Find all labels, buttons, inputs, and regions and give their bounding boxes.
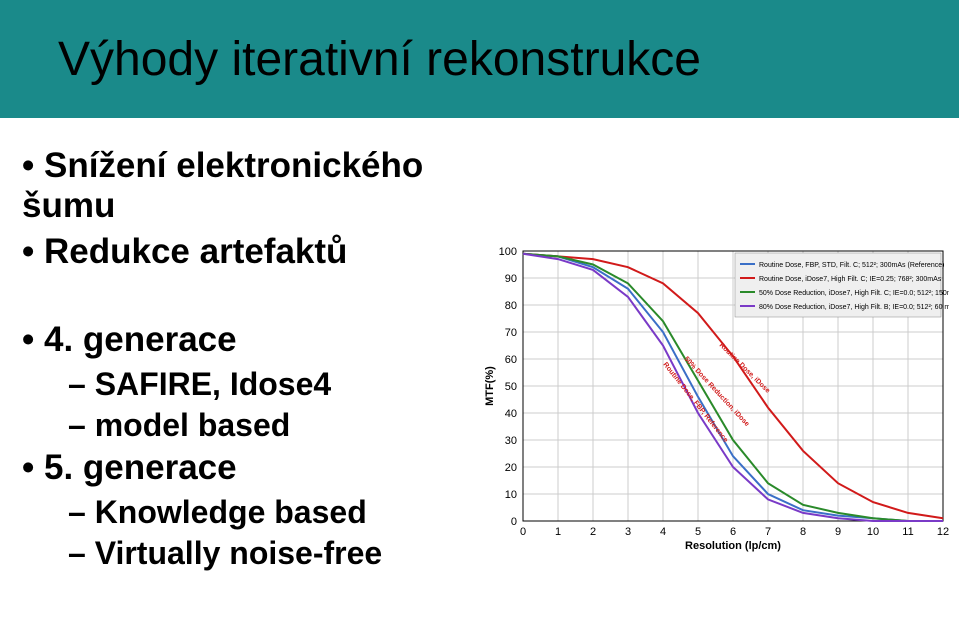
svg-text:7: 7 — [765, 526, 771, 538]
svg-text:8: 8 — [800, 526, 806, 538]
svg-text:80: 80 — [505, 300, 517, 312]
svg-text:MTF(%): MTF(%) — [484, 366, 496, 406]
svg-text:60: 60 — [505, 354, 517, 366]
bullet-1: Snížení elektronického šumu — [22, 146, 502, 226]
bullet-2: Redukce artefaktů — [22, 232, 502, 272]
svg-text:10: 10 — [867, 526, 879, 538]
svg-text:20: 20 — [505, 462, 517, 474]
svg-text:50: 50 — [505, 381, 517, 393]
svg-text:30: 30 — [505, 435, 517, 447]
bullet-4a: Knowledge based — [68, 494, 502, 531]
title-bar: Výhody iterativní rekonstrukce — [0, 0, 959, 118]
page-title: Výhody iterativní rekonstrukce — [58, 32, 701, 87]
svg-text:11: 11 — [902, 526, 913, 538]
svg-text:100: 100 — [499, 246, 517, 258]
svg-text:1: 1 — [555, 526, 561, 538]
svg-text:Routine Dose, FBP, STD, Filt.: Routine Dose, FBP, STD, Filt. C; 512²; 3… — [759, 262, 944, 269]
svg-text:Routine Dose, iDose7, High Fil: Routine Dose, iDose7, High Filt. C; IE=0… — [759, 276, 942, 283]
svg-text:10: 10 — [505, 489, 517, 501]
bullet-4: 5. generace — [22, 448, 502, 488]
svg-text:12: 12 — [937, 526, 949, 538]
svg-text:80% Dose Reduction, iDose7, Hi: 80% Dose Reduction, iDose7, High Filt. B… — [759, 304, 949, 311]
svg-text:Resolution (lp/cm): Resolution (lp/cm) — [685, 540, 781, 552]
bullet-3: 4. generace — [22, 320, 502, 360]
bullet-list: Snížení elektronického šumu Redukce arte… — [22, 146, 502, 576]
svg-text:5: 5 — [695, 526, 701, 538]
svg-text:0: 0 — [511, 516, 517, 528]
svg-text:4: 4 — [660, 526, 666, 538]
bullet-3b: model based — [68, 407, 502, 444]
svg-text:50% Dose Reduction, iDose7, Hi: 50% Dose Reduction, iDose7, High Filt. C… — [759, 290, 949, 297]
bullet-3a: SAFIRE, Idose4 — [68, 366, 502, 403]
bullet-4b: Virtually noise-free — [68, 535, 502, 572]
svg-text:2: 2 — [590, 526, 596, 538]
mtf-chart: 01234567891011120102030405060708090100Re… — [481, 245, 949, 555]
svg-text:90: 90 — [505, 273, 517, 285]
svg-text:70: 70 — [505, 327, 517, 339]
svg-text:6: 6 — [730, 526, 736, 538]
svg-text:9: 9 — [835, 526, 841, 538]
svg-text:3: 3 — [625, 526, 631, 538]
mtf-chart-svg: 01234567891011120102030405060708090100Re… — [481, 245, 949, 555]
svg-text:0: 0 — [520, 526, 526, 538]
svg-text:40: 40 — [505, 408, 517, 420]
